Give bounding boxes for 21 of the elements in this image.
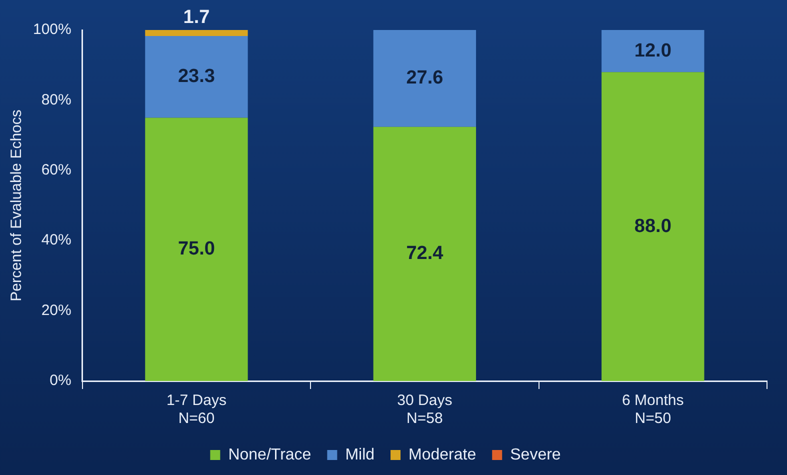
legend-label: Moderate — [408, 446, 476, 464]
legend-label: Mild — [345, 446, 375, 464]
data-label: 27.6 — [406, 68, 444, 89]
y-tick-label: 80% — [41, 91, 72, 108]
data-label: 23.3 — [178, 66, 215, 88]
data-label: 75.0 — [178, 238, 215, 260]
data-label: 1.7 — [183, 7, 210, 28]
y-tick-label: 0% — [50, 372, 72, 390]
data-label: 88.0 — [634, 216, 672, 237]
y-tick-label: 40% — [41, 232, 72, 249]
y-axis-title: Percent of Evaluable Echocs — [8, 110, 26, 302]
data-label: 12.0 — [634, 40, 672, 62]
legend-label: Severe — [510, 446, 561, 464]
y-tick-label: 20% — [41, 302, 72, 319]
legend-label: None/Trace — [228, 446, 312, 464]
data-label: 72.4 — [406, 243, 444, 264]
y-tick-label: 60% — [41, 162, 72, 179]
x-tick-label: 6 Months N=50 — [622, 392, 684, 428]
x-tick-label: 1-7 Days N=60 — [166, 392, 226, 428]
x-tick-label: 30 Days N=58 — [397, 392, 452, 428]
y-tick-label: 100% — [32, 21, 72, 38]
